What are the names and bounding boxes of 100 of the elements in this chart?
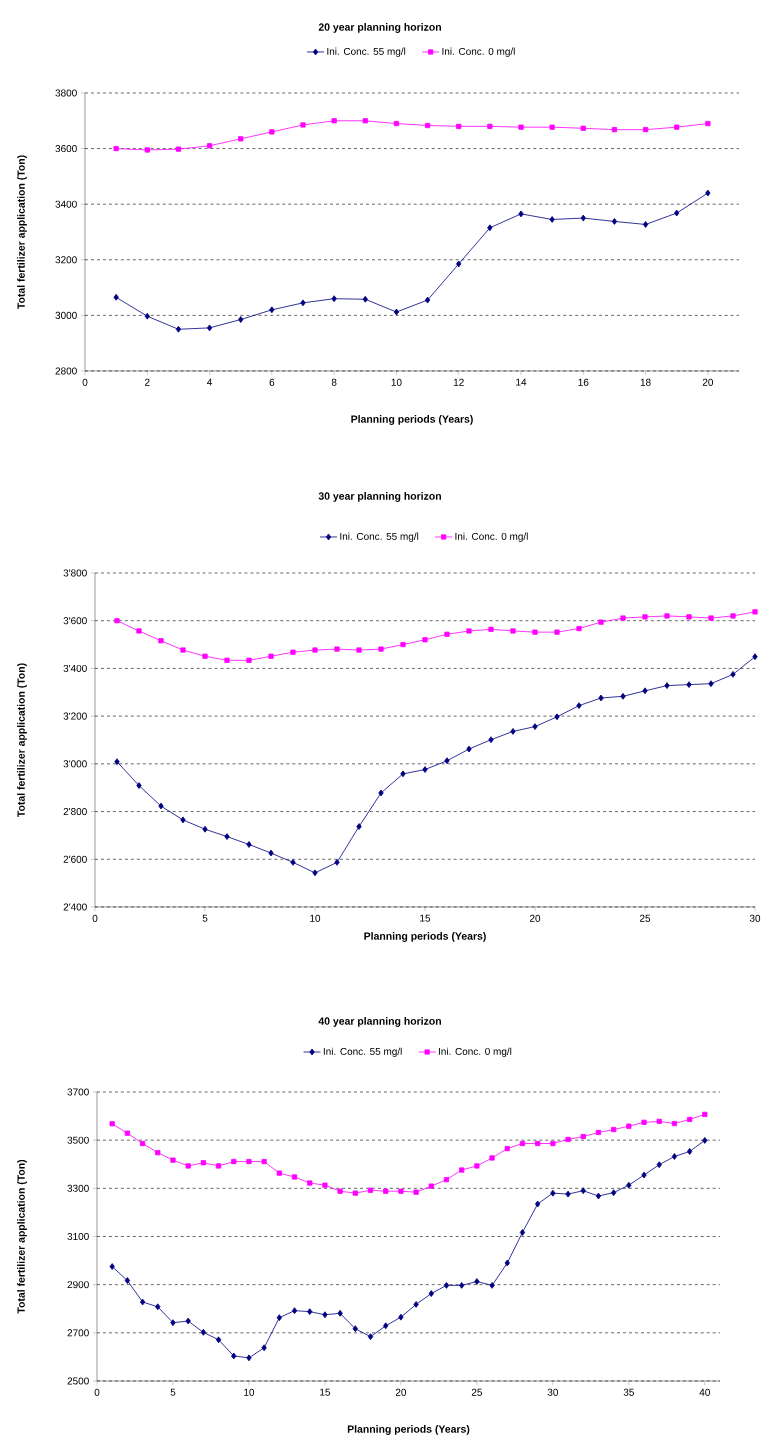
point	[367, 1333, 374, 1341]
point	[626, 1123, 632, 1129]
point	[702, 1111, 708, 1117]
point	[488, 736, 494, 744]
point	[352, 1325, 359, 1333]
x-tick-label: 12	[454, 378, 464, 386]
point	[565, 1190, 571, 1198]
point	[200, 1328, 207, 1336]
point	[170, 1319, 176, 1327]
point	[155, 1303, 161, 1311]
point	[443, 1281, 450, 1289]
y-tick-label: 2500	[67, 1377, 89, 1385]
point	[532, 723, 538, 731]
y-tick-label: 3'000	[63, 760, 87, 768]
point	[114, 758, 120, 766]
y-tick-label: 3500	[67, 1136, 89, 1144]
point	[643, 127, 649, 133]
point	[428, 1290, 434, 1297]
point	[231, 1159, 237, 1165]
y-axis-title: Total fertilizer application (Ton)	[17, 663, 27, 817]
point	[611, 1126, 617, 1133]
x-tick-label: 4	[207, 378, 213, 386]
point	[246, 841, 252, 848]
y-tick-label: 2800	[55, 367, 77, 375]
y-tick-label: 2'400	[63, 903, 87, 911]
point	[312, 647, 318, 653]
point	[261, 1344, 267, 1352]
point	[356, 823, 362, 830]
point	[337, 1188, 343, 1194]
point	[206, 324, 213, 332]
point	[504, 1259, 510, 1267]
point	[268, 849, 274, 857]
point	[378, 789, 384, 797]
point	[459, 1167, 465, 1173]
point	[487, 224, 493, 232]
x-axis-title: Planning periods (Years)	[351, 415, 473, 425]
point	[674, 124, 680, 130]
point	[202, 653, 208, 659]
point	[109, 1121, 115, 1127]
point	[580, 125, 586, 131]
point	[510, 728, 516, 735]
point	[489, 1281, 495, 1289]
point	[144, 312, 150, 320]
point	[664, 613, 670, 619]
point	[238, 316, 244, 323]
point	[518, 210, 524, 218]
point	[224, 833, 230, 840]
point	[300, 122, 306, 128]
point	[686, 681, 692, 689]
point	[422, 637, 428, 643]
point	[489, 1155, 495, 1161]
point	[334, 858, 340, 866]
x-tick-label: 0	[82, 378, 88, 386]
point	[400, 770, 406, 778]
point	[158, 638, 164, 644]
point	[231, 1352, 237, 1360]
x-tick-label: 35	[623, 1388, 635, 1396]
x-tick-label: 20	[702, 378, 714, 386]
point	[488, 626, 494, 632]
point	[554, 713, 560, 721]
point	[185, 1163, 191, 1169]
point	[269, 306, 275, 314]
point	[674, 209, 680, 217]
point	[136, 628, 142, 634]
y-tick-label: 3000	[55, 311, 77, 319]
point	[687, 1148, 693, 1155]
x-tick-label: 8	[331, 378, 337, 386]
x-tick-label: 25	[471, 1388, 483, 1396]
x-axis-title: Planning periods (Years)	[364, 932, 486, 942]
x-tick-label: 10	[244, 1388, 255, 1396]
chart-title: 20 year planning horizon	[318, 23, 442, 33]
point	[362, 118, 368, 124]
point	[730, 613, 736, 619]
point	[224, 657, 230, 663]
y-tick-label: 3300	[67, 1184, 89, 1192]
point	[334, 646, 340, 652]
y-tick-label: 3600	[55, 145, 77, 153]
point	[518, 124, 524, 130]
y-axis-title: Total fertilizer application (Ton)	[17, 1159, 27, 1314]
point	[362, 295, 368, 303]
point	[144, 147, 150, 153]
point	[413, 1301, 419, 1308]
point	[269, 129, 275, 135]
point	[109, 1263, 115, 1270]
x-tick-label: 30	[547, 1388, 559, 1396]
point	[331, 295, 337, 303]
point	[532, 629, 538, 635]
point	[656, 1161, 662, 1169]
point	[140, 1140, 146, 1147]
point	[705, 120, 711, 127]
point	[565, 1136, 571, 1143]
point	[730, 670, 736, 678]
point	[113, 293, 119, 301]
point	[140, 1298, 146, 1306]
point	[686, 614, 692, 620]
point	[576, 625, 582, 632]
point	[444, 757, 450, 765]
point	[702, 1137, 708, 1144]
y-tick-label: 3'400	[63, 664, 87, 672]
x-tick-label: 0	[92, 914, 98, 922]
